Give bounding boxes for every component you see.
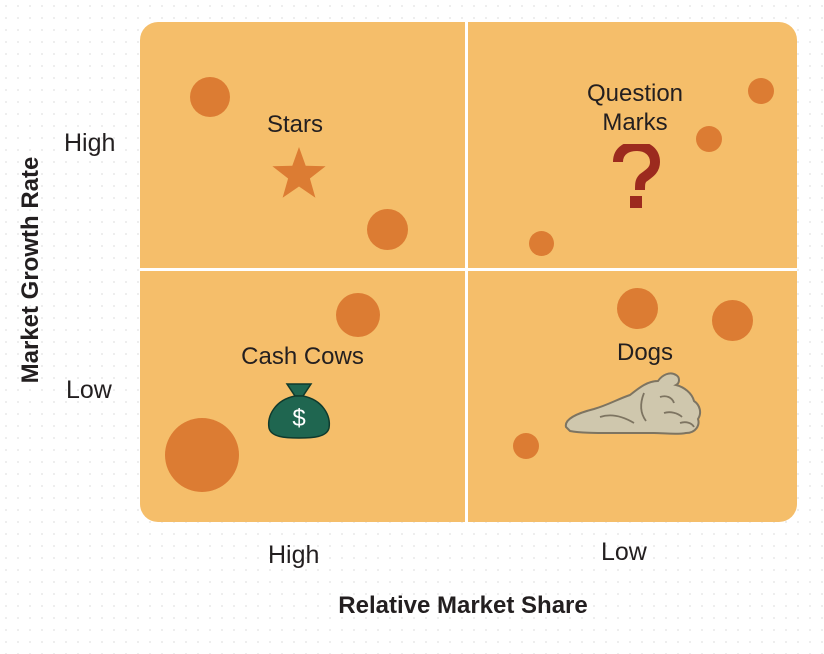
vertical-divider xyxy=(465,22,468,522)
dollar-sign: $ xyxy=(292,405,305,432)
star-icon xyxy=(272,147,326,198)
bubble xyxy=(336,293,380,337)
bubble xyxy=(696,126,722,152)
y-axis-low-label: Low xyxy=(66,376,112,404)
bubble xyxy=(165,418,239,492)
bubble xyxy=(529,231,554,256)
y-axis-title: Market Growth Rate xyxy=(17,156,44,384)
money-bag-icon: $ xyxy=(267,383,331,439)
bubble xyxy=(748,78,774,104)
bubble xyxy=(513,433,539,459)
y-axis-high-label: High xyxy=(64,129,116,157)
bubble xyxy=(367,209,408,250)
dogs-label: Dogs xyxy=(616,339,674,366)
x-axis-title: Relative Market Share xyxy=(338,592,588,619)
question-marks-label: Question Marks xyxy=(586,80,684,136)
bubble xyxy=(190,77,230,117)
cash-cows-label: Cash Cows xyxy=(241,343,364,370)
stars-label: Stars xyxy=(266,111,323,138)
question-mark-icon xyxy=(613,144,660,208)
x-axis-low-label: Low xyxy=(601,538,647,566)
bubble xyxy=(712,300,753,341)
bubble xyxy=(617,288,658,329)
horizontal-divider xyxy=(140,268,797,271)
sleeping-dog-icon xyxy=(564,372,702,435)
growth-share-matrix: Stars Question Marks Cash Cows $ Dogs xyxy=(140,22,797,522)
x-axis-high-label: High xyxy=(268,541,320,569)
